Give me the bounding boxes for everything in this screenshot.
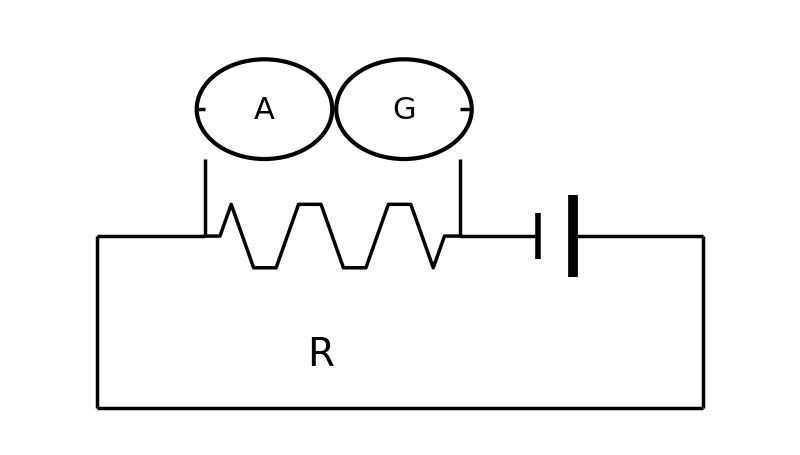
Text: R: R: [306, 335, 334, 373]
Text: A: A: [254, 96, 275, 124]
Text: G: G: [392, 96, 416, 124]
